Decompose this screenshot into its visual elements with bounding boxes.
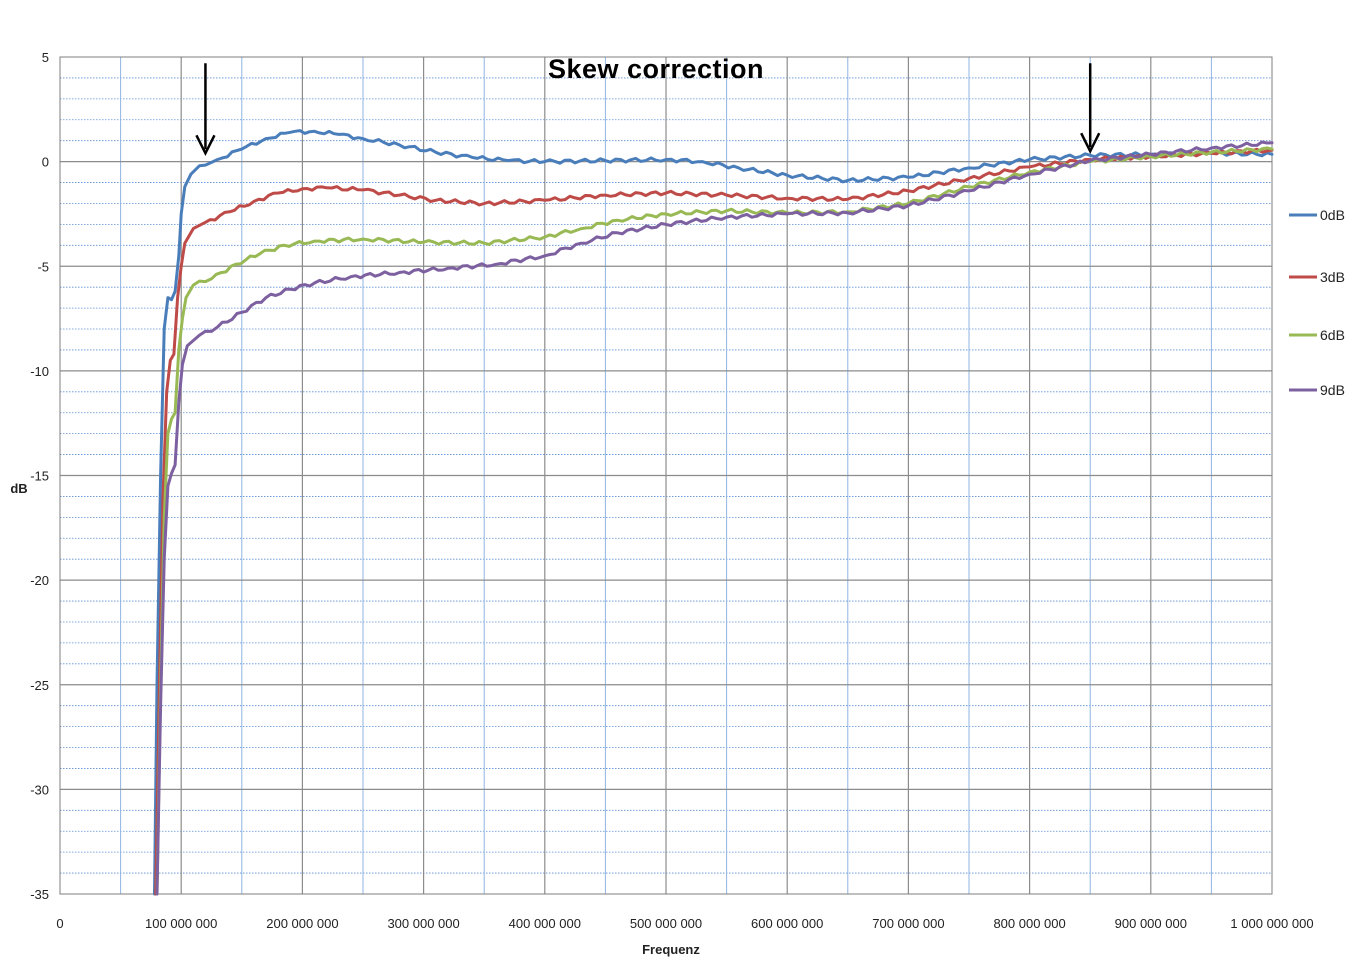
annotation-arrow-head: [1080, 132, 1101, 154]
y-tick-label: -30: [30, 782, 49, 797]
y-tick-label: -20: [30, 573, 49, 588]
x-axis-tick-labels: 0 100 000 000 200 000 000 300 000 000 400 00…: [56, 916, 1313, 931]
x-tick-label: 300 000 000: [387, 916, 459, 931]
major-gridlines: [60, 57, 1272, 894]
x-axis-title: Frequenz: [642, 942, 700, 957]
x-tick-label: 500 000 000: [630, 916, 702, 931]
y-axis-title: dB: [10, 481, 27, 496]
x-tick-label: 0: [56, 916, 63, 931]
y-tick-label: -5: [37, 259, 49, 274]
x-tick-label: 100 000 000: [145, 916, 217, 931]
chart-title: Skew correction: [548, 54, 764, 84]
legend-label: 0dB: [1320, 207, 1345, 223]
series-line-3dB: [154, 147, 1274, 896]
y-tick-label: -15: [30, 469, 49, 484]
y-tick-label: -35: [30, 887, 49, 902]
series-lines: [153, 129, 1274, 896]
y-tick-label: 0: [42, 155, 49, 170]
y-tick-label: -10: [30, 364, 49, 379]
x-tick-label: 900 000 000: [1115, 916, 1187, 931]
y-axis-tick-labels: 5 0 -5 -10 -15 -20 -25 -30 -35: [30, 50, 49, 902]
y-tick-label: -25: [30, 678, 49, 693]
legend-label: 3dB: [1320, 269, 1345, 285]
y-tick-label: 5: [42, 50, 49, 65]
x-tick-label: 400 000 000: [509, 916, 581, 931]
x-tick-label: 1 000 000 000: [1230, 916, 1313, 931]
annotation-arrow-head: [195, 134, 216, 157]
series-line-0dB: [153, 129, 1274, 896]
x-tick-label: 700 000 000: [872, 916, 944, 931]
legend: 0dB 3dB 6dB 9dB: [1289, 207, 1345, 398]
x-tick-label: 800 000 000: [993, 916, 1065, 931]
x-tick-label: 600 000 000: [751, 916, 823, 931]
legend-label: 6dB: [1320, 327, 1345, 343]
legend-label: 9dB: [1320, 382, 1345, 398]
plot-area-border: [59, 56, 1273, 895]
arrow-annotations: [195, 63, 1101, 157]
series-line-9dB: [155, 140, 1274, 896]
x-tick-label: 200 000 000: [266, 916, 338, 931]
